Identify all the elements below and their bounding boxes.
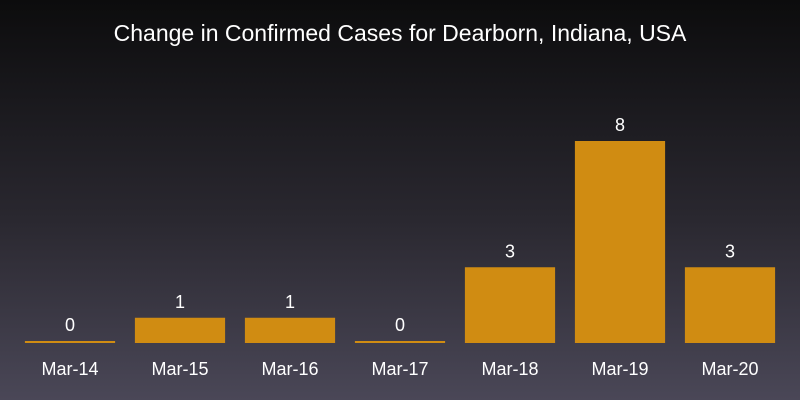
bar-mar-16 <box>244 317 336 343</box>
bar-mar-18 <box>464 267 556 343</box>
value-label-mar-19: 8 <box>615 115 625 135</box>
x-tick-label-mar-19: Mar-19 <box>591 359 648 379</box>
value-label-mar-20: 3 <box>725 241 735 261</box>
value-label-mar-14: 0 <box>65 315 75 335</box>
value-label-mar-15: 1 <box>175 292 185 312</box>
bar-mar-14 <box>24 341 116 343</box>
x-tick-label-mar-16: Mar-16 <box>261 359 318 379</box>
bar-mar-15 <box>134 317 226 343</box>
bar-mar-17 <box>354 341 446 343</box>
x-tick-label-mar-14: Mar-14 <box>41 359 98 379</box>
bar-mar-20 <box>684 267 776 343</box>
x-tick-label-mar-20: Mar-20 <box>701 359 758 379</box>
bars-group <box>24 141 776 343</box>
x-axis-ticks: Mar-14 Mar-15 Mar-16 Mar-17 Mar-18 Mar-19 Mar-… <box>41 359 758 379</box>
value-label-mar-18: 3 <box>505 241 515 261</box>
chart-title: Change in Confirmed Cases for Dearborn, … <box>113 20 687 46</box>
x-tick-label-mar-15: Mar-15 <box>151 359 208 379</box>
value-label-mar-16: 1 <box>285 292 295 312</box>
x-tick-label-mar-17: Mar-17 <box>371 359 428 379</box>
bar-mar-19 <box>574 141 666 343</box>
value-label-mar-17: 0 <box>395 315 405 335</box>
x-tick-label-mar-18: Mar-18 <box>481 359 538 379</box>
value-labels-group: 0 1 1 0 3 8 3 <box>65 115 735 335</box>
